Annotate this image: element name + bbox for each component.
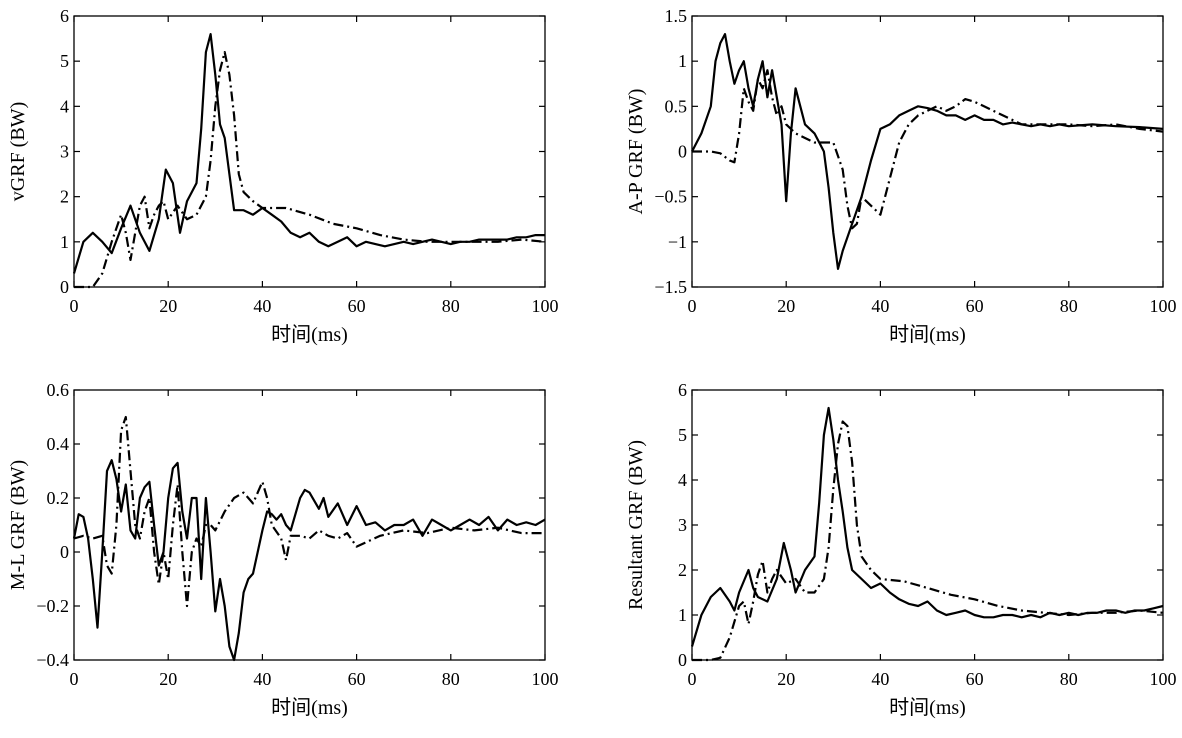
y-tick-label: 5 [678,425,687,445]
x-tick-label: 20 [159,296,177,316]
x-axis-label: 时间(ms) [271,323,348,346]
y-tick-label: 1.5 [665,6,688,26]
series-solid-line [72,459,546,662]
y-tick-label: 0 [678,142,687,162]
x-tick-label: 100 [1150,296,1177,316]
x-tick-label: 0 [70,669,79,689]
series-dashdot-line [74,51,546,289]
y-tick-label: 0.4 [47,434,70,454]
series-solid-line [72,33,545,274]
y-tick-label: 0 [60,542,69,562]
y-tick-label: −0.4 [36,650,69,670]
y-axis-label: M-L GRF (BW) [7,460,29,590]
resultant-grf-chart: 0 20 40 60 80 100 0 1 2 3 4 5 6 时间(ms) Resultant GRF (… [625,380,1177,719]
plot-frame [73,15,546,288]
y-tick-label: 1 [60,232,69,252]
x-tick-label: 0 [688,296,697,316]
series-solid-line [690,406,1164,647]
x-axis-label: 时间(ms) [271,696,348,719]
y-tick-label: −0.5 [654,187,687,207]
series-solid-line [691,33,1164,270]
x-tick-label: 100 [532,296,559,316]
y-tick-label: −1 [668,232,687,252]
x-tick-label: 40 [253,296,271,316]
series-dashdot-line [692,420,1164,662]
y-tick-label: −1.5 [654,277,687,297]
y-tick-label: 1 [678,605,687,625]
x-tick-label: 20 [777,296,795,316]
x-axis-label: 时间(ms) [889,323,966,346]
y-tick-label: 2 [678,560,687,580]
ap-grf-chart: 0 20 40 60 80 100 −1.5 −1 −0.5 0 0.5 1 1.5 时间(ms) A-P … [625,6,1177,346]
y-tick-label: 3 [678,515,687,535]
x-tick-label: 60 [966,296,984,316]
series-dashdot-line [692,69,1164,230]
y-tick-label: 4 [678,470,687,490]
x-tick-label: 80 [1060,669,1078,689]
x-tick-label: 0 [688,669,697,689]
x-tick-label: 40 [871,669,889,689]
y-tick-label: 4 [60,96,69,116]
x-tick-label: 0 [70,296,79,316]
x-tick-label: 20 [159,669,177,689]
y-tick-label: 0.5 [665,96,688,116]
x-tick-label: 60 [348,669,366,689]
x-tick-label: 40 [253,669,271,689]
y-axis-label: Resultant GRF (BW) [625,440,647,610]
y-axis-label: A-P GRF (BW) [625,89,647,215]
x-tick-label: 60 [966,669,984,689]
plot-frame [691,15,1164,288]
x-tick-label: 100 [1150,669,1177,689]
y-tick-label: 6 [60,6,69,26]
y-tick-label: 3 [60,142,69,162]
y-tick-label: 6 [678,380,687,400]
x-tick-label: 80 [1060,296,1078,316]
y-tick-label: 1 [678,51,687,71]
x-tick-label: 40 [871,296,889,316]
x-tick-label: 20 [777,669,795,689]
y-tick-label: 0.2 [47,488,70,508]
plot-frame [691,389,1164,661]
x-tick-label: 80 [442,669,460,689]
y-tick-label: 2 [60,187,69,207]
x-axis-label: 时间(ms) [889,696,966,719]
series-dashdot-line [73,415,545,608]
y-tick-label: 5 [60,51,69,71]
y-axis-label: vGRF (BW) [7,102,29,201]
y-tick-label: 0 [60,277,69,297]
vgrf-chart: 0 20 40 60 80 100 0 1 2 3 4 5 6 时间(ms) vGRF (BW) [7,6,559,346]
x-tick-label: 100 [532,669,559,689]
y-tick-label: −0.2 [36,596,69,616]
ml-grf-chart: 0 20 40 60 80 100 −0.4 −0.2 0 0.2 0.4 0.6 时间(ms) M-L … [7,380,559,719]
x-tick-label: 60 [348,296,366,316]
plot-frame [73,389,546,661]
y-tick-label: 0 [678,650,687,670]
x-tick-label: 80 [442,296,460,316]
y-tick-label: 0.6 [47,380,70,400]
